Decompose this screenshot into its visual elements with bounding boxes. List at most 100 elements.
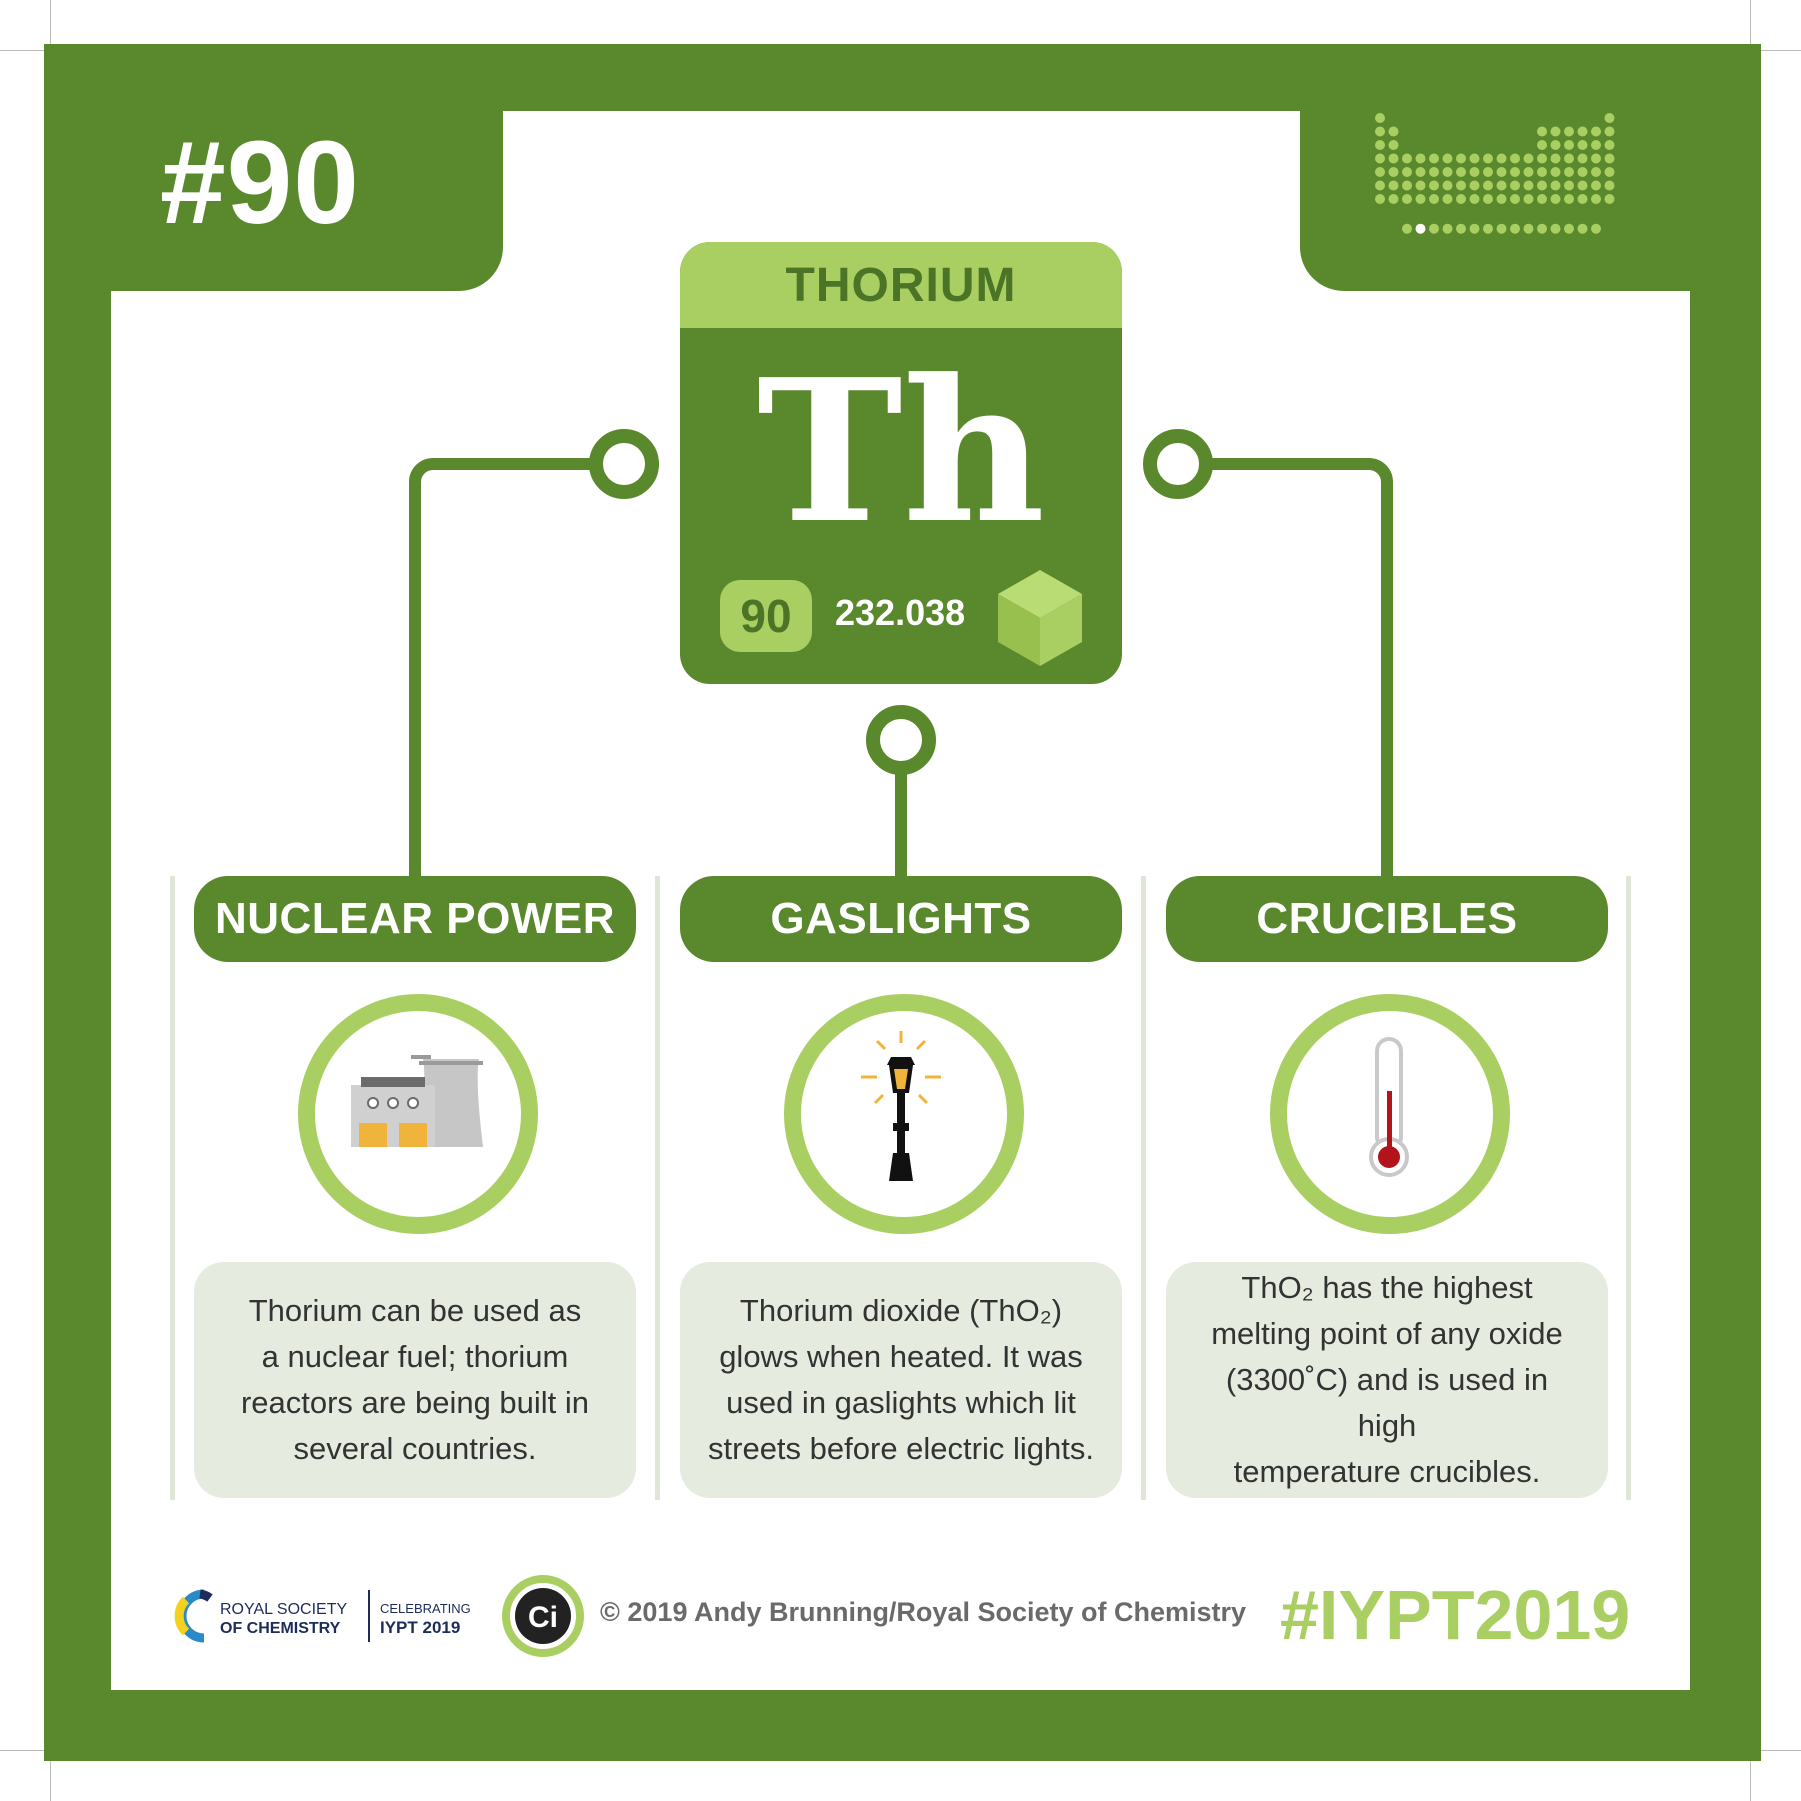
periodic-table-dot [1591, 194, 1601, 204]
periodic-table-dot [1510, 167, 1520, 177]
rsc-logo: ROYAL SOCIETY OF CHEMISTRY CELEBRATING I… [174, 1589, 471, 1643]
column-divider [1626, 876, 1631, 1500]
desc-line: ThO₂ has the highest [1241, 1270, 1533, 1305]
desc-line: glows when heated. It was [719, 1339, 1083, 1374]
copyright-notice: © 2019 Andy Brunning/Royal Society of Ch… [600, 1597, 1247, 1627]
description-nuclear-power: Thorium can be used as a nuclear fuel; t… [194, 1262, 636, 1498]
node-middle [866, 705, 936, 775]
periodic-table-dot [1388, 140, 1399, 150]
periodic-table-dot [1469, 194, 1480, 204]
periodic-table-dot [1429, 180, 1439, 191]
crop-mark [50, 0, 51, 44]
street-lamp-icon [861, 1031, 941, 1181]
periodic-table-dot [1550, 167, 1561, 177]
atomic-number: 90 [720, 580, 812, 652]
periodic-table-dot [1591, 153, 1601, 164]
periodic-table-dot [1483, 223, 1493, 234]
periodic-table-dot [1483, 194, 1493, 204]
periodic-table-dot [1429, 167, 1439, 177]
periodic-table-dot [1537, 126, 1547, 137]
thermometer-icon [1369, 1037, 1409, 1177]
periodic-table-dot [1537, 153, 1547, 164]
periodic-table-dot [1483, 153, 1493, 164]
periodic-table-dot [1402, 167, 1412, 177]
periodic-table-dot [1510, 194, 1520, 204]
column-divider [1141, 876, 1146, 1500]
periodic-table-dot [1577, 153, 1588, 164]
periodic-table-dot [1577, 194, 1588, 204]
periodic-table-dot [1388, 153, 1399, 164]
periodic-table-dot [1496, 194, 1507, 204]
periodic-table-dot [1577, 223, 1588, 234]
periodic-table-dot [1564, 140, 1574, 150]
crop-mark [1750, 1757, 1751, 1801]
desc-line: Thorium dioxide (ThO₂) [739, 1293, 1063, 1328]
crop-mark [0, 1750, 44, 1751]
periodic-table-dot [1442, 180, 1453, 191]
periodic-table-dot [1415, 180, 1426, 191]
periodic-table-dot [1604, 140, 1615, 150]
node-right [1143, 429, 1213, 499]
periodic-table-dot [1591, 180, 1601, 191]
element-symbol: Th [756, 337, 1046, 567]
periodic-table-dot [1591, 140, 1601, 150]
periodic-table-dot [1577, 140, 1588, 150]
compound-interest-logo: Ci [502, 1575, 584, 1657]
periodic-table-dot [1510, 223, 1520, 234]
periodic-table-dot [1375, 194, 1385, 204]
desc-line: a nuclear fuel; thorium [261, 1339, 569, 1374]
periodic-table-dot [1496, 153, 1507, 164]
periodic-table-dot [1456, 180, 1466, 191]
periodic-table-dot [1375, 140, 1385, 150]
periodic-table-dot [1388, 180, 1399, 191]
category-gaslights: GASLIGHTS [680, 876, 1122, 962]
periodic-table-dot [1442, 223, 1453, 234]
periodic-table-dot [1415, 167, 1426, 177]
periodic-table-dot [1510, 153, 1520, 164]
periodic-table-dot [1537, 167, 1547, 177]
periodic-table-dot [1564, 223, 1574, 234]
periodic-table-dot [1604, 194, 1615, 204]
element-number-badge: #90 [160, 117, 360, 249]
rsc-name-line1: ROYAL SOCIETY [220, 1601, 347, 1618]
periodic-table-dot [1591, 167, 1601, 177]
desc-line: (3300˚C) and is used in high [1225, 1362, 1549, 1443]
periodic-table-dot [1537, 194, 1547, 204]
crop-mark [0, 50, 44, 51]
crop-mark [50, 1757, 51, 1801]
desc-line: temperature crucibles. [1233, 1454, 1541, 1489]
column-divider [170, 876, 175, 1500]
desc-line: melting point of any oxide [1211, 1316, 1563, 1351]
periodic-table-dot [1469, 180, 1480, 191]
periodic-table-dot [1591, 223, 1601, 234]
periodic-table-dot [1523, 180, 1534, 191]
category-nuclear-power: NUCLEAR POWER [194, 876, 636, 962]
desc-line: streets before electric lights. [708, 1431, 1094, 1466]
rsc-name-line2: OF CHEMISTRY [220, 1620, 341, 1637]
element-name: THORIUM [785, 259, 1017, 312]
periodic-table-dot [1375, 180, 1385, 191]
periodic-table-dot [1388, 194, 1399, 204]
periodic-table-dot [1456, 167, 1466, 177]
periodic-table-tab [1300, 111, 1690, 291]
periodic-table-dot [1550, 223, 1561, 234]
periodic-table-dot [1523, 167, 1534, 177]
periodic-table-dot [1442, 167, 1453, 177]
desc-line: used in gaslights which lit [726, 1385, 1076, 1420]
periodic-table-dot [1469, 153, 1480, 164]
celebrating-label: CELEBRATING [380, 1601, 471, 1616]
periodic-table-dot [1537, 180, 1547, 191]
description-crucibles: ThO₂ has the highest melting point of an… [1166, 1262, 1608, 1498]
periodic-table-icon [1375, 113, 1615, 234]
periodic-table-dot [1442, 194, 1453, 204]
element-tile: THORIUM Th 90 232.038 [680, 242, 1122, 684]
desc-line: Thorium can be used as [248, 1293, 582, 1328]
periodic-table-dot [1510, 180, 1520, 191]
periodic-table-dot [1564, 126, 1574, 137]
periodic-table-dot [1537, 140, 1547, 150]
periodic-table-dot [1402, 153, 1412, 164]
periodic-table-dot [1402, 223, 1412, 234]
periodic-table-dot [1483, 180, 1493, 191]
periodic-table-dot [1523, 223, 1534, 234]
